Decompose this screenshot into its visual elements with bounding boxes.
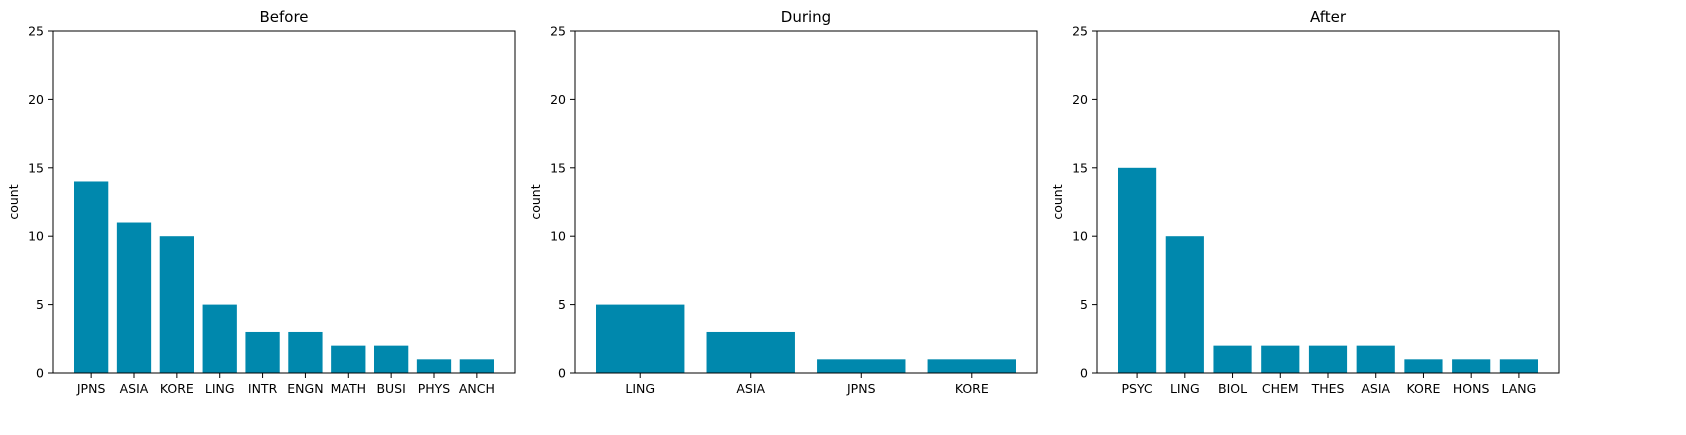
y-tick-label: 25 [28,24,44,39]
y-axis-label: count [1050,184,1065,219]
x-tick-label: KORE [160,381,194,396]
bar [1165,236,1204,373]
x-tick-label: ASIA [1361,381,1390,396]
x-tick-label: KORE [1406,381,1440,396]
bar [116,222,152,373]
bar [1213,345,1252,373]
y-axis-label: count [528,184,543,219]
axes-frame [52,30,516,374]
x-tick-label: BUSI [376,381,405,396]
x-tick-label: ASIA [736,381,765,396]
y-tick-label: 15 [1072,160,1088,175]
bar [1261,345,1300,373]
x-tick-label: LING [1170,381,1200,396]
y-tick-label: 0 [36,366,44,381]
y-tick-label: 10 [1072,229,1088,244]
bar [1118,167,1157,373]
y-tick-label: 5 [1080,297,1088,312]
x-tick-label: ANCH [459,381,495,396]
bar [416,359,452,373]
x-tick-label: PHYS [418,381,451,396]
bar [706,331,795,373]
y-tick-label: 5 [558,297,566,312]
bar [1499,359,1538,373]
x-tick-label: LANG [1501,381,1536,396]
bar [74,181,109,373]
bar [245,331,280,373]
y-tick-label: 0 [558,366,566,381]
x-tick-label: KORE [955,381,989,396]
y-tick-label: 10 [28,229,44,244]
y-tick-label: 0 [1080,366,1088,381]
bar [817,359,906,373]
bar [1452,359,1491,373]
x-tick-label: HONS [1453,381,1490,396]
y-tick-label: 25 [550,24,566,39]
subplot-during: During count 0 5 10 15 20 25 LING ASIA JPNS KORE [528,8,1038,396]
chart-title: Before [259,8,308,26]
x-tick-label: LING [625,381,655,396]
axes-frame [574,30,1038,374]
bar [927,359,1016,373]
bar [374,345,409,373]
bar [1308,345,1348,373]
x-tick-label: ENGN [287,381,323,396]
x-tick-label: ASIA [120,381,149,396]
x-tick-label: PSYC [1122,381,1153,396]
y-tick-label: 25 [1072,24,1088,39]
x-tick-label: JPNS [846,381,876,396]
subplot-after: After count 0 5 10 15 20 25 PSYC LING BIOL CHEM TH… [1050,8,1560,396]
y-tick-label: 20 [1072,92,1088,107]
y-tick-label: 5 [36,297,44,312]
x-tick-label: MATH [331,381,366,396]
x-tick-label: THES [1311,381,1345,396]
y-tick-label: 15 [550,160,566,175]
chart-title: During [781,8,831,26]
y-tick-label: 20 [28,92,44,107]
x-tick-label: LING [205,381,235,396]
bar [1404,359,1443,373]
x-tick-label: CHEM [1262,381,1299,396]
bar [331,345,366,373]
y-tick-label: 15 [28,160,44,175]
bar [288,331,323,373]
y-axis-label: count [6,184,21,219]
bar [596,304,685,373]
x-tick-label: INTR [248,381,278,396]
bar [159,236,194,373]
y-tick-label: 10 [550,229,566,244]
bar [1356,345,1395,373]
x-tick-label: JPNS [76,381,106,396]
y-tick-label: 20 [550,92,566,107]
bar [459,359,494,373]
bar [202,304,237,373]
subplot-before: Before count 0 5 10 15 20 25 JPNS ASIA KORE LING I… [6,8,516,396]
x-tick-label: BIOL [1218,381,1247,396]
chart-title: After [1310,8,1347,26]
